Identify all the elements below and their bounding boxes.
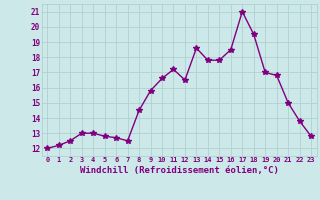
X-axis label: Windchill (Refroidissement éolien,°C): Windchill (Refroidissement éolien,°C) — [80, 166, 279, 175]
